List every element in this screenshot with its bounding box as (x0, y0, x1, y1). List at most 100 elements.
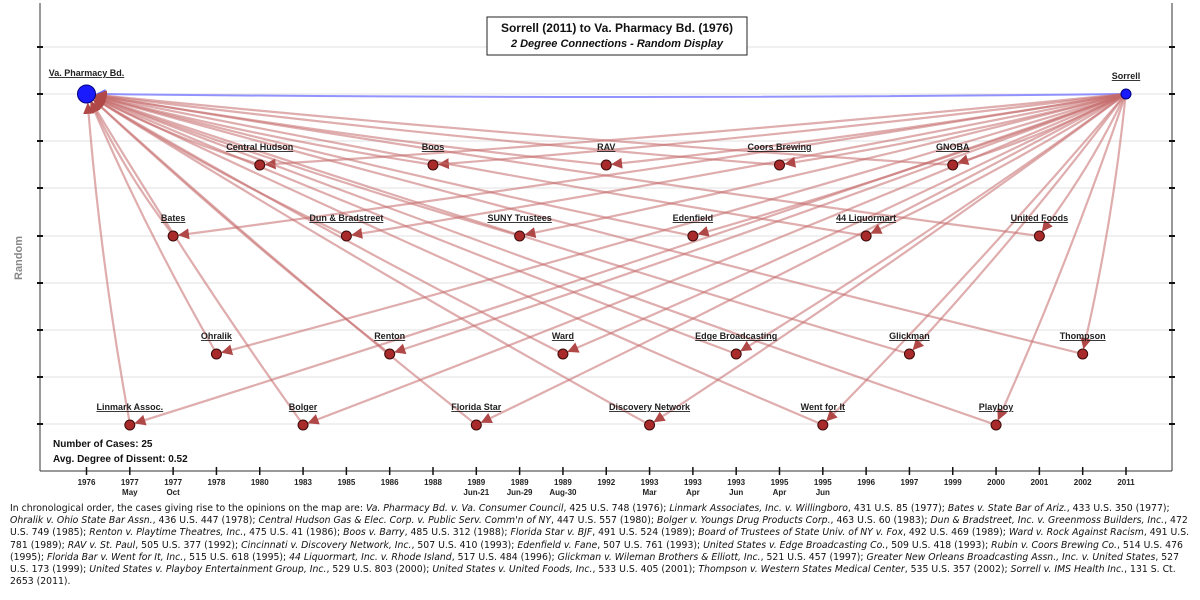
node-dun (340, 230, 352, 242)
edge-sorrell-to-edge (740, 95, 1123, 352)
stats-panel: Number of Cases: 25 Avg. Degree of Disse… (53, 439, 188, 465)
citation-case-name: 44 Liquormart, Inc. v. Rhode Island (289, 551, 452, 563)
citation-case-name: Edenfield v. Fane (517, 539, 598, 551)
node-label-liquormart: 44 Liquormart (836, 213, 896, 223)
x-tick-label: 1985 (337, 478, 355, 487)
edge-floridastar-to-va (93, 99, 474, 423)
edge-sorrell-to-renton (394, 94, 1122, 355)
citation-reference: , 515 U.S. 618 (1995); (183, 551, 290, 563)
citation-reference: , 131 S. Ct. 2653 (2011). (10, 564, 1176, 588)
x-tick-sublabel: May (122, 488, 138, 497)
node-label-ward: Ward (552, 331, 574, 341)
x-tick-label: 2000 (987, 478, 1005, 487)
x-tick-label: 1989 (511, 478, 529, 487)
case-nodes: Va. Pharmacy Bd. Sorrell Linmark Assoc. Bat… (49, 68, 1141, 431)
citation-reference: , 475 U.S. 41 (1986); (243, 527, 344, 539)
node-wentforit (817, 419, 829, 431)
citation-reference: , 447 U.S. 557 (1980); (551, 515, 657, 527)
node-label-dun: Dun & Bradstreet (309, 213, 383, 223)
edge-liquormart-to-va (95, 92, 862, 237)
chart-title: Sorrell (2011) to Va. Pharmacy Bd. (1976… (501, 21, 733, 35)
node-bolger (297, 419, 309, 431)
edge-gnoba-to-va (95, 90, 948, 166)
node-bates (167, 230, 179, 242)
x-tick-label: 2002 (1074, 478, 1092, 487)
x-tick-label: 2001 (1030, 478, 1048, 487)
node-label-coors: Coors Brewing (747, 142, 811, 152)
edge-bolger-to-va (91, 101, 302, 422)
edge-sorrell-to-suny (524, 94, 1122, 238)
citation-case-name: Florida Star v. BJF (510, 527, 593, 539)
x-tick-label: 1995 (771, 478, 789, 487)
edge-sorrell-to-discovery (653, 96, 1123, 423)
x-tick-sublabel: Apr (773, 488, 787, 497)
x-tick-label: 1989 (467, 478, 485, 487)
citation-reference: , 514 U.S. 476 (1995); (10, 539, 1183, 563)
y-axis-ticks (37, 46, 1175, 425)
citation-case-name: Linmark Associates, Inc. v. Willingboro (669, 503, 848, 514)
node-label-bates: Bates (161, 213, 186, 223)
citation-case-name: Sorrell v. IMS Health Inc. (1010, 564, 1125, 576)
footnote-intro: In chronological order, the cases giving… (10, 503, 363, 514)
x-tick-label: 1986 (381, 478, 399, 487)
x-tick-label: 1997 (901, 478, 919, 487)
edge-sorrell-to-ohralik (221, 94, 1122, 356)
citation-case-name: Va. Pharmacy Bd. v. Va. Consumer Council (365, 503, 564, 514)
edge-linmark-to-va (83, 102, 131, 421)
edge-edenfield-to-va (95, 93, 689, 236)
x-tick-label: 1993 (684, 478, 702, 487)
x-tick-label: 1993 (727, 478, 745, 487)
edge-sorrell-to-gnoba (957, 94, 1122, 166)
citation-reference: , 425 U.S. 748 (1976); (563, 503, 670, 514)
node-edenfield (687, 230, 699, 242)
edge-coors-to-va (95, 90, 775, 166)
citation-reference: , 431 U.S. 85 (1977); (847, 503, 948, 514)
chart-subtitle: 2 Degree Connections - Random Display (510, 38, 724, 50)
citation-reference: , 463 U.S. 60 (1983); (830, 515, 931, 527)
x-tick-label: 1999 (944, 478, 962, 487)
citation-reference: , 535 U.S. 357 (2002); (904, 564, 1011, 576)
citation-reference: , 509 U.S. 418 (1993); (885, 539, 992, 551)
node-label-boos: Boos (422, 142, 445, 152)
citation-case-name: Board of Trustees of State Univ. of NY v… (698, 527, 903, 539)
citation-reference: , 517 U.S. 484 (1996); (451, 551, 558, 563)
node-ohralik (210, 348, 222, 360)
citation-reference: , 436 U.S. 447 (1978); (152, 515, 259, 527)
x-tick-sublabel: Mar (642, 488, 656, 497)
citation-case-name: Dun & Bradstreet, Inc. v. Greenmoss Buil… (930, 515, 1165, 527)
x-tick-label: 1977 (121, 478, 139, 487)
citation-reference: , 433 U.S. 350 (1977); (1066, 503, 1170, 514)
x-tick-label: 1978 (208, 478, 226, 487)
node-gnoba (947, 159, 959, 171)
node-label-gnoba: GNOBA (936, 142, 970, 152)
node-liquormart (860, 230, 872, 242)
node-label-thompson: Thompson (1060, 331, 1106, 341)
node-label-unitedfoods: United Foods (1011, 213, 1069, 223)
edge-sorrell-to-ward (567, 95, 1122, 353)
citation-edges (83, 89, 1127, 426)
edge-sorrell-to-wentforit (826, 96, 1124, 422)
citation-case-name: Cincinnati v. Discovery Network, Inc. (241, 539, 412, 551)
citation-case-name: Greater New Orleans Broadcasting Assn., … (866, 551, 1156, 563)
edge-renton-to-va (93, 99, 387, 352)
x-tick-label: 1996 (857, 478, 875, 487)
edge-ward-to-va (94, 97, 559, 353)
edge-sorrell-to-playboy (997, 98, 1126, 421)
citation-case-name: United States v. United Foods, Inc. (432, 564, 593, 576)
citation-case-name: Central Hudson Gas & Elec. Corp. v. Publ… (258, 515, 552, 527)
x-tick-sublabel: Jun-29 (507, 488, 533, 497)
node-label-renton: Renton (374, 331, 405, 341)
node-label-wentforit: Went for It (801, 402, 845, 412)
node-discovery (644, 419, 656, 431)
node-label-suny: SUNY Trustees (487, 213, 551, 223)
citation-reference: , 505 U.S. 377 (1992); (135, 539, 242, 551)
citation-case-name: Thompson v. Western States Medical Cente… (698, 564, 905, 576)
citation-case-name: United States v. Edge Broadcasting Co. (703, 539, 886, 551)
node-rav (600, 159, 612, 171)
citation-reference: , 485 U.S. 312 (1988); (404, 527, 511, 539)
node-label-playboy: Playboy (979, 402, 1014, 412)
node-coors (774, 159, 785, 171)
node-label-sorrell: Sorrell (1112, 71, 1141, 81)
node-edge (730, 348, 742, 360)
x-tick-sublabel: Apr (686, 488, 700, 497)
